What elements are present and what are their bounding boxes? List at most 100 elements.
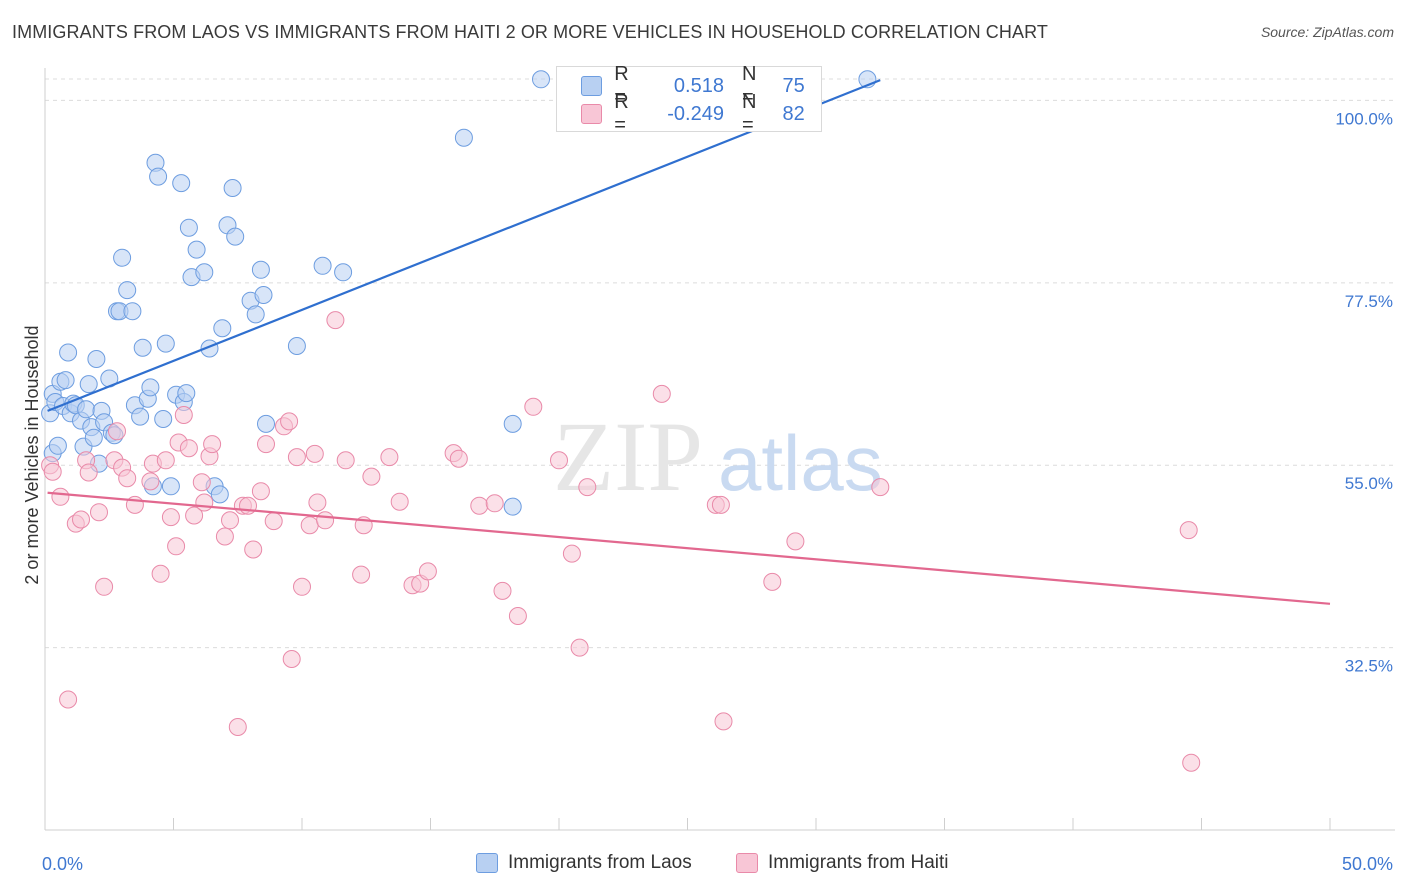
haiti-point <box>90 503 108 522</box>
watermark: ZIP atlas <box>553 401 883 512</box>
haiti-point <box>550 451 568 470</box>
laos-point <box>226 227 245 246</box>
legend-swatch-haiti <box>581 104 603 124</box>
laos-point <box>251 260 270 279</box>
legend-r-label: R = <box>614 91 629 136</box>
y-tick-label: 55.0% <box>1345 474 1393 493</box>
haiti-point <box>352 565 371 584</box>
haiti-point <box>215 527 234 546</box>
haiti-point <box>449 449 468 468</box>
y-axis-title: 2 or more Vehicles in Household <box>22 325 42 584</box>
haiti-point <box>280 412 299 431</box>
laos-point <box>334 263 353 282</box>
legend-n-label: N = <box>741 91 757 136</box>
haiti-point <box>192 473 211 492</box>
laos-trend-line <box>47 79 881 412</box>
laos-point <box>133 338 152 357</box>
x-tick-label-min: 0.0% <box>42 854 83 874</box>
chart-title: IMMIGRANTS FROM LAOS VS IMMIGRANTS FROM … <box>12 22 1048 42</box>
haiti-point <box>72 510 90 529</box>
x-tick-label-max: 50.0% <box>1342 854 1393 874</box>
haiti-point <box>711 495 730 514</box>
haiti-point <box>167 537 186 556</box>
points-layer <box>41 70 1201 772</box>
haiti-point <box>118 469 137 488</box>
haiti-point <box>161 508 180 527</box>
haiti-point <box>390 492 409 511</box>
laos-point <box>254 286 273 304</box>
laos-point <box>118 281 137 300</box>
laos-point <box>503 414 522 433</box>
haiti-point <box>308 493 327 512</box>
laos-point <box>161 477 180 496</box>
laos-point <box>503 497 522 516</box>
haiti-point <box>578 478 597 497</box>
laos-point <box>123 302 142 321</box>
haiti-point <box>282 650 301 668</box>
y-tick-label: 32.5% <box>1345 657 1393 676</box>
legend-n-value: 82 <box>782 102 805 125</box>
laos-point <box>141 378 160 397</box>
haiti-point <box>108 422 126 441</box>
legend-n-label: N = <box>741 63 757 108</box>
haiti-point <box>79 463 98 482</box>
laos-point <box>84 428 103 447</box>
haiti-point <box>316 511 335 530</box>
laos-point <box>257 414 275 433</box>
legend-r-value: 0.518 <box>673 74 724 97</box>
haiti-point <box>287 448 306 467</box>
haiti-point <box>195 493 214 512</box>
haiti-point <box>493 581 512 600</box>
haiti-point <box>185 506 204 525</box>
watermark-zip: ZIP <box>553 401 703 512</box>
source-label: Source: ZipAtlas.com <box>1260 24 1394 40</box>
correlation-legend: R = 0.518 N = 75 R = -0.249 N = 82 <box>556 63 822 136</box>
y-tick-label: 77.5% <box>1345 292 1393 311</box>
laos-point <box>156 334 175 353</box>
series-legend-haiti: Immigrants from Haiti <box>736 852 949 874</box>
haiti-point <box>174 406 193 424</box>
haiti-point <box>714 712 733 731</box>
labels-layer: 32.5% 55.0% 77.5% 100.0% 0.0% 50.0% 2 or more … <box>22 109 1393 874</box>
haiti-point <box>470 496 489 515</box>
legend-row-haiti: R = -0.249 N = 82 <box>581 91 821 136</box>
haiti-point <box>59 690 78 709</box>
laos-point <box>195 263 214 282</box>
watermark-atlas: atlas <box>718 419 883 507</box>
haiti-point <box>418 562 437 581</box>
haiti-point <box>156 451 175 470</box>
laos-point <box>177 384 196 403</box>
laos-point <box>79 375 98 394</box>
laos-point <box>48 436 67 455</box>
laos-point <box>56 371 75 390</box>
haiti-point <box>786 532 805 551</box>
haiti-trend-line <box>47 491 1331 605</box>
haiti-point <box>300 516 319 535</box>
laos-point <box>113 248 132 267</box>
laos-point <box>454 128 473 147</box>
haiti-point <box>151 564 170 583</box>
haiti-point <box>221 511 239 530</box>
haiti-point <box>95 577 114 596</box>
haiti-point <box>871 478 890 497</box>
haiti-point <box>570 638 589 657</box>
series-legend: Immigrants from Laos Immigrants from Hai… <box>0 852 1406 878</box>
laos-point <box>77 400 96 419</box>
series-legend-laos: Immigrants from Laos <box>476 852 692 874</box>
laos-point <box>87 350 106 368</box>
laos-point <box>223 179 242 197</box>
haiti-point <box>485 494 504 513</box>
laos-point <box>172 174 191 193</box>
trend-layer <box>47 79 1331 605</box>
haiti-point <box>336 451 355 470</box>
y-tick-label: 100.0% <box>1335 109 1393 128</box>
laos-point <box>187 240 206 259</box>
series-legend-swatch-laos <box>476 853 498 873</box>
legend-n-value: 75 <box>782 74 805 97</box>
haiti-point <box>179 439 198 458</box>
haiti-point <box>293 577 311 596</box>
grid-layer <box>45 78 1395 649</box>
haiti-point <box>264 512 283 531</box>
laos-point <box>131 407 150 426</box>
